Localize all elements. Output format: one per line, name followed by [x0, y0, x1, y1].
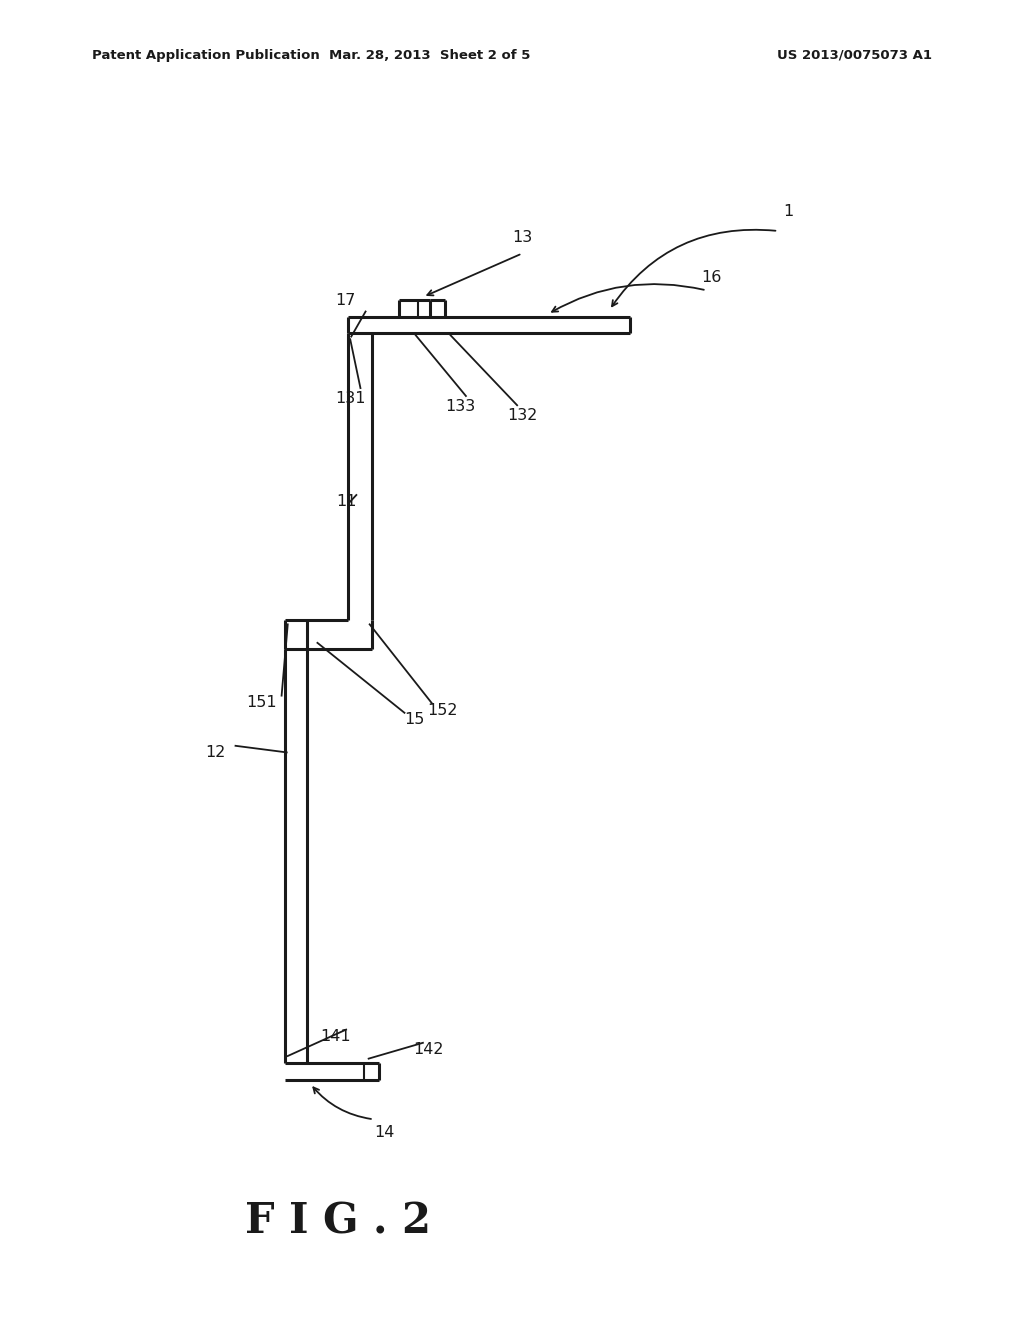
Text: 152: 152 [427, 702, 458, 718]
Text: 14: 14 [374, 1125, 394, 1140]
Text: US 2013/0075073 A1: US 2013/0075073 A1 [777, 49, 932, 62]
Text: 12: 12 [205, 744, 225, 760]
Text: 16: 16 [701, 269, 722, 285]
Text: 11: 11 [336, 494, 356, 510]
Text: 15: 15 [404, 711, 425, 727]
Text: 1: 1 [783, 203, 794, 219]
Text: 13: 13 [512, 230, 532, 246]
Text: F I G . 2: F I G . 2 [245, 1200, 431, 1242]
Text: 17: 17 [335, 293, 355, 309]
Text: 151: 151 [246, 694, 276, 710]
Text: Patent Application Publication: Patent Application Publication [92, 49, 319, 62]
Text: 133: 133 [445, 399, 476, 414]
Text: 141: 141 [321, 1028, 351, 1044]
Text: Mar. 28, 2013  Sheet 2 of 5: Mar. 28, 2013 Sheet 2 of 5 [330, 49, 530, 62]
Text: 132: 132 [507, 408, 538, 424]
Text: 131: 131 [335, 391, 366, 407]
Text: 142: 142 [413, 1041, 443, 1057]
